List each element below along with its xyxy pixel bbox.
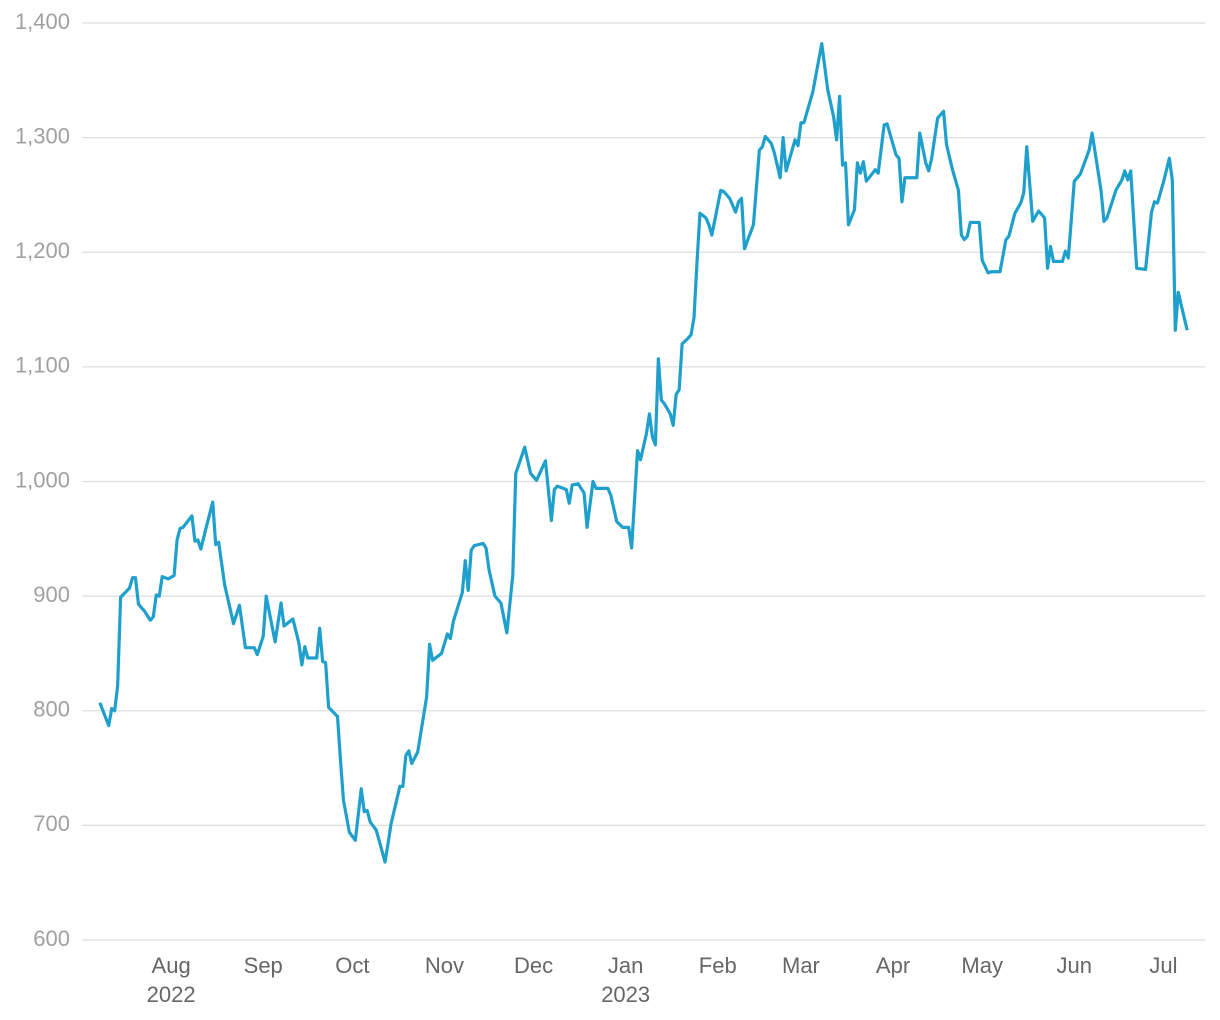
y-tick-label: 600: [33, 926, 70, 951]
y-tick-label: 900: [33, 582, 70, 607]
y-tick-label: 700: [33, 811, 70, 836]
y-tick-label: 1,400: [15, 9, 70, 34]
x-tick-label: Dec: [514, 953, 553, 978]
x-tick-label: Jul: [1149, 953, 1177, 978]
y-tick-label: 800: [33, 697, 70, 722]
x-tick-year: 2023: [601, 982, 650, 1007]
y-tick-label: 1,000: [15, 467, 70, 492]
price-line: [98, 42, 1189, 864]
x-tick-label: May: [961, 953, 1003, 978]
y-tick-label: 1,200: [15, 238, 70, 263]
x-tick-label: Apr: [876, 953, 910, 978]
y-tick-label: 1,100: [15, 353, 70, 378]
x-tick-year: 2022: [147, 982, 196, 1007]
x-tick-label: Jan: [608, 953, 643, 978]
x-tick-label: Aug: [152, 953, 191, 978]
x-tick-label: Jun: [1057, 953, 1092, 978]
x-tick-label: Sep: [244, 953, 283, 978]
x-tick-label: Mar: [782, 953, 820, 978]
x-tick-label: Feb: [699, 953, 737, 978]
x-tick-label: Nov: [425, 953, 464, 978]
x-tick-label: Oct: [335, 953, 369, 978]
y-tick-label: 1,300: [15, 123, 70, 148]
